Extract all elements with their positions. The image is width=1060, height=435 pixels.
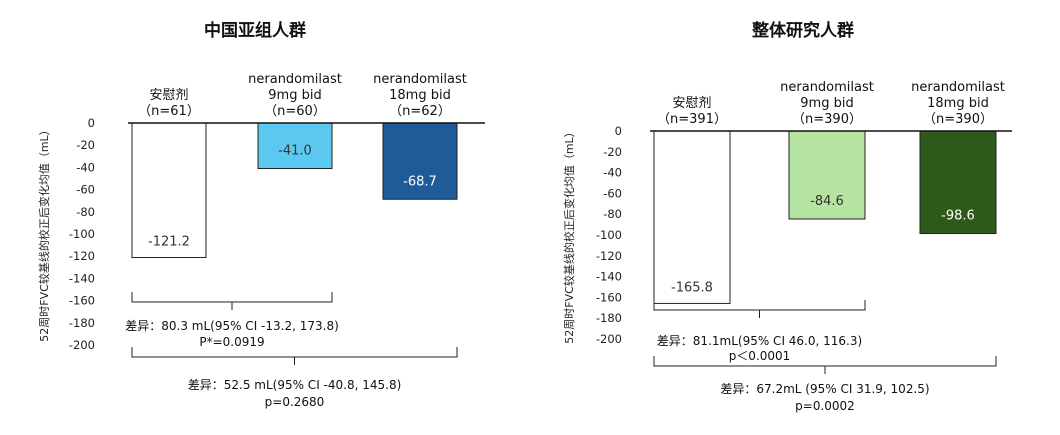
china-comparison-bracket [131, 292, 333, 310]
china-category-label: （n=62） [389, 104, 451, 119]
overall-category-label: （n=390） [923, 112, 993, 127]
overall-y-tick-label: -40 [603, 166, 622, 180]
china-category-label: 18mg bid [389, 88, 451, 103]
overall-category-label: 安慰剂 [672, 96, 711, 111]
overall-category-label: 9mg bid [800, 96, 853, 111]
china-category-label: 安慰剂 [149, 88, 188, 103]
overall-category-label: （n=391） [657, 112, 727, 127]
overall-comparison-text: p＜0.0001 [729, 349, 791, 363]
china-bar-0 [131, 122, 207, 259]
overall-comparison-text: 差异：81.1mL(95% CI 46.0, 116.3) [657, 334, 862, 348]
china-y-tick-label: -180 [69, 316, 95, 330]
overall-y-axis-label: 52周时FVC较基线的校正后变化均值（mL） [562, 126, 576, 343]
overall-bar-2 [919, 130, 997, 235]
china-bar-1 [257, 122, 333, 170]
china-y-tick-label: -20 [76, 138, 95, 152]
china-category-label: 9mg bid [268, 88, 321, 103]
china-comparison-text: P*=0.0919 [199, 335, 264, 349]
overall-bar-value-label: -84.6 [810, 194, 844, 209]
overall-bar-value-label: -98.6 [941, 209, 975, 224]
china-y-tick-label: -200 [69, 338, 95, 352]
overall-y-tick-label: -20 [603, 145, 622, 159]
overall-y-tick-label: -100 [596, 228, 622, 242]
overall-chart-title: 整体研究人群 [752, 20, 854, 41]
china-y-tick-label: -100 [69, 227, 95, 241]
overall-comparison-text: p=0.0002 [795, 399, 855, 413]
china-category-label: （n=61） [138, 104, 200, 119]
overall-bar-value-label: -165.8 [671, 280, 713, 295]
china-category-label: nerandomilast [373, 72, 467, 87]
overall-bar-0 [653, 130, 731, 304]
overall-y-tick-label: -120 [596, 249, 622, 263]
china-y-tick-label: -160 [69, 294, 95, 308]
overall-category-label: nerandomilast [780, 80, 874, 95]
china-bar-value-label: -121.2 [148, 235, 190, 250]
china-comparison-bracket [131, 347, 458, 365]
overall-category-label: nerandomilast [911, 80, 1005, 95]
overall-category-label: （n=390） [792, 112, 862, 127]
china-bar-value-label: -41.0 [278, 144, 312, 159]
overall-comparison-text: 差异：67.2mL (95% CI 31.9, 102.5) [720, 382, 929, 396]
overall-y-tick-label: -200 [596, 332, 622, 346]
china-y-tick-label: -120 [69, 249, 95, 263]
china-y-axis-label: 52周时FVC较基线的校正后变化均值（mL） [37, 124, 51, 341]
china-y-tick-label: 0 [88, 116, 95, 130]
overall-category-label: 18mg bid [927, 96, 989, 111]
overall-comparison-bracket [653, 356, 997, 374]
overall-y-tick-label: 0 [615, 124, 622, 138]
overall-y-tick-label: -160 [596, 290, 622, 304]
overall-comparison-bracket [653, 300, 866, 318]
china-y-tick-label: -140 [69, 271, 95, 285]
china-chart-title: 中国亚组人群 [204, 20, 306, 41]
china-comparison-text: 差异：52.5 mL(95% CI -40.8, 145.8) [188, 378, 402, 392]
china-y-tick-label: -40 [76, 160, 95, 174]
china-comparison-text: p=0.2680 [265, 395, 325, 409]
overall-y-tick-label: -180 [596, 311, 622, 325]
overall-y-tick-label: -80 [603, 207, 622, 221]
china-comparison-text: 差异：80.3 mL(95% CI -13.2, 173.8) [125, 319, 339, 333]
overall-y-tick-label: -140 [596, 270, 622, 284]
china-y-tick-label: -60 [76, 183, 95, 197]
china-category-label: （n=60） [264, 104, 326, 119]
overall-y-tick-label: -60 [603, 186, 622, 200]
china-category-label: nerandomilast [248, 72, 342, 87]
china-y-tick-label: -80 [76, 205, 95, 219]
overall-bar-1 [788, 130, 866, 220]
china-bar-value-label: -68.7 [403, 174, 437, 189]
